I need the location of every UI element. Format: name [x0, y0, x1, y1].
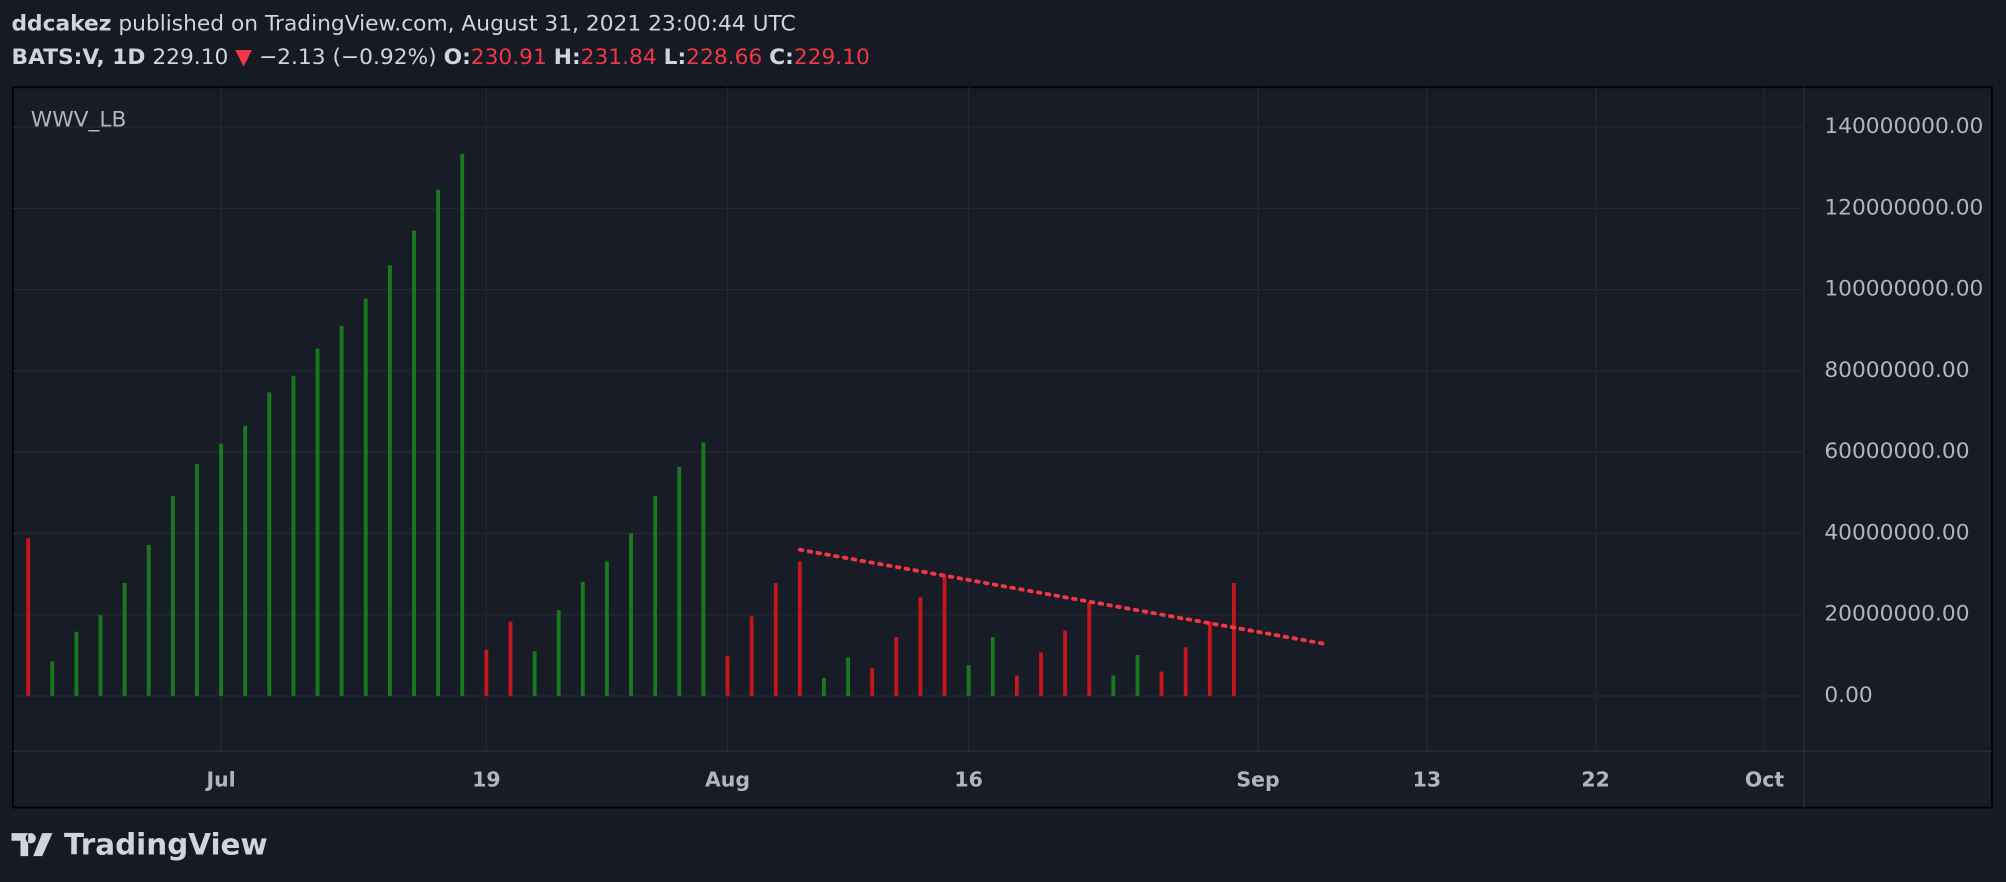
bar [460, 153, 465, 696]
bar [315, 348, 320, 696]
bar [1183, 647, 1188, 696]
y-tick-label: 120000000.00 [1824, 195, 1983, 220]
trend-line [797, 547, 1326, 646]
logo-icon [11, 833, 53, 857]
y-tick-label: 20000000.00 [1824, 602, 1969, 627]
bar [436, 189, 441, 696]
l-label: L: [664, 45, 687, 70]
logo-text: TradingView [64, 827, 268, 861]
bar [1087, 602, 1092, 696]
bar [629, 533, 633, 696]
chart-panel [11, 86, 1993, 809]
bar [243, 425, 248, 696]
bar [412, 230, 416, 696]
h-value: 231.84 [581, 45, 657, 70]
y-tick-label: 0.00 [1824, 683, 1872, 708]
bar [797, 561, 802, 696]
o-value: 230.91 [471, 45, 547, 70]
bar [725, 656, 730, 696]
bar [339, 325, 344, 696]
bar [146, 544, 151, 696]
bar [580, 581, 585, 696]
bar [532, 651, 537, 696]
bar [1111, 675, 1116, 696]
c-label: C: [769, 45, 794, 70]
bar [195, 463, 199, 696]
bar [1014, 675, 1019, 696]
logo-mark [11, 833, 53, 857]
l-value: 228.66 [686, 45, 762, 70]
x-tick-label: 16 [954, 768, 982, 792]
change: −2.13 (−0.92%) [259, 45, 437, 70]
bar [894, 637, 899, 696]
o-label: O: [444, 45, 471, 70]
bar [966, 665, 971, 696]
bar [1159, 671, 1164, 696]
bar [677, 466, 682, 696]
bar [556, 610, 561, 696]
x-tick-label: 13 [1413, 768, 1441, 792]
author: ddcakez [12, 12, 112, 37]
x-tick-label: Aug [705, 768, 750, 792]
bar [1135, 654, 1140, 696]
bar [1207, 621, 1212, 696]
bar [701, 442, 706, 696]
c-value: 229.10 [794, 45, 870, 70]
bar [942, 575, 947, 696]
bar [749, 616, 754, 696]
h-label: H: [554, 45, 581, 70]
arrow: ▼ [235, 45, 252, 70]
x-tick-label: 19 [472, 768, 500, 792]
bar [846, 657, 850, 696]
bar [773, 583, 778, 696]
bar [990, 637, 995, 696]
bar [1063, 630, 1068, 696]
plot: 0.00 20000000.00 40000000.00 60000000.00 800… [12, 87, 1983, 792]
y-tick-label: 60000000.00 [1824, 439, 1969, 464]
x-tick-label: Sep [1236, 768, 1279, 792]
y-tick-label: 40000000.00 [1824, 520, 1969, 545]
bar [219, 443, 223, 696]
y-tick-label: 140000000.00 [1824, 114, 1983, 139]
bar [170, 496, 175, 696]
bar [387, 265, 392, 696]
indicator-title: WWV_LB [31, 108, 127, 133]
bar [363, 298, 368, 696]
bar [1232, 583, 1236, 696]
x-tick-label: Oct [1745, 768, 1785, 792]
bar [26, 538, 31, 696]
bar [291, 375, 296, 696]
bar [870, 667, 875, 696]
bar [1039, 652, 1043, 696]
bar [484, 649, 489, 696]
ohlc-line: BATS:V, 1D 229.10 ▼ −2.13 (−0.92%) O:230… [12, 45, 870, 70]
bar [822, 678, 826, 696]
bar [508, 621, 513, 696]
price: 229.10 [152, 45, 228, 70]
bar [98, 615, 103, 696]
x-tick-label: Jul [204, 768, 235, 792]
symbol: BATS:V, 1D [12, 45, 146, 70]
y-tick-label: 100000000.00 [1824, 277, 1983, 302]
bar [122, 583, 127, 696]
bar [604, 561, 609, 696]
x-tick-label: 22 [1581, 768, 1609, 792]
bar [267, 392, 272, 696]
published: published on TradingView.com, August 31,… [118, 12, 795, 37]
bar [74, 631, 79, 696]
bar [918, 597, 923, 696]
bar [50, 661, 55, 696]
bar [653, 496, 658, 696]
publish-line: ddcakez published on TradingView.com, Au… [12, 12, 796, 37]
y-tick-label: 80000000.00 [1824, 358, 1969, 383]
